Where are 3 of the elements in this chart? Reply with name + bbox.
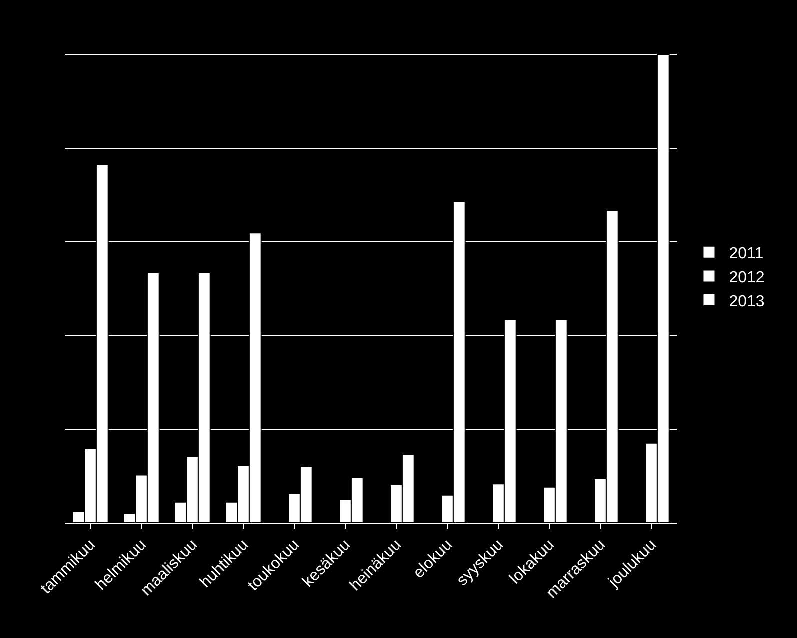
legend-label: 2011 (729, 246, 764, 263)
legend-label: 2012 (729, 269, 765, 286)
legend-label: 2013 (729, 293, 765, 310)
